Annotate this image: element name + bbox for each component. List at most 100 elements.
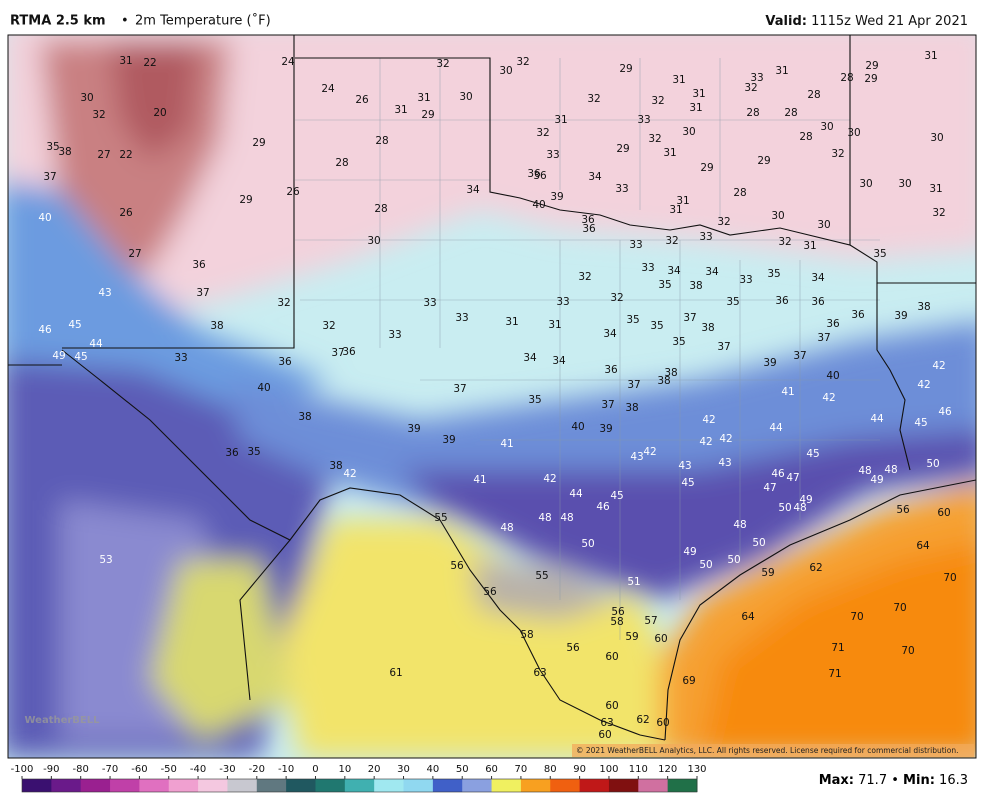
- temperature-label: 30: [898, 178, 911, 190]
- max-value: 71.7: [858, 773, 887, 788]
- temperature-label: 31: [672, 74, 685, 86]
- temperature-label: 45: [610, 490, 623, 502]
- temperature-label: 28: [335, 157, 348, 169]
- temperature-label: 38: [298, 411, 311, 423]
- header-separator: •: [121, 14, 129, 29]
- temperature-label: 38: [329, 460, 342, 472]
- temperature-label: 35: [626, 314, 639, 326]
- temperature-label: 33: [174, 352, 187, 364]
- temperature-label: 33: [615, 183, 628, 195]
- colorbar-swatch: [403, 779, 434, 792]
- temperature-label: 71: [828, 668, 841, 680]
- temperature-label: 37: [793, 350, 806, 362]
- temperature-label: 40: [257, 382, 270, 394]
- temperature-label: 30: [459, 91, 472, 103]
- colorbar-swatch: [462, 779, 493, 792]
- colorbar-swatch: [491, 779, 522, 792]
- temperature-label: 44: [870, 413, 884, 425]
- temperature-label: 29: [619, 63, 632, 75]
- temperature-label: 64: [916, 540, 930, 552]
- temperature-label: 42: [543, 473, 556, 485]
- temperature-label: 31: [548, 319, 561, 331]
- temperature-label: 43: [630, 451, 643, 463]
- temperature-label: 56: [566, 642, 580, 654]
- temperature-label: 34: [603, 328, 617, 340]
- temperature-label: 56: [483, 586, 497, 598]
- temperature-label: 42: [643, 446, 656, 458]
- temperature-label: 31: [554, 114, 567, 126]
- temperature-label: 32: [587, 93, 600, 105]
- colorbar-tick-label: -80: [73, 764, 89, 775]
- temperature-label: 39: [599, 423, 612, 435]
- temperature-label: 35: [46, 141, 59, 153]
- footer-stats: Max: 71.7 • Min: 16.3: [819, 773, 968, 788]
- footer-separator: •: [891, 773, 899, 788]
- temperature-label: 61: [389, 667, 402, 679]
- temperature-label: 33: [637, 114, 650, 126]
- colorbar-swatch: [550, 779, 581, 792]
- colorbar-tick-label: -70: [102, 764, 118, 775]
- temperature-label: 49: [683, 546, 696, 558]
- temperature-label: 60: [598, 729, 611, 741]
- temperature-label: 36: [582, 223, 596, 235]
- temperature-label: 31: [924, 50, 937, 62]
- temperature-label: 48: [538, 512, 551, 524]
- temperature-label: 48: [560, 512, 573, 524]
- temperature-label: 32: [778, 236, 791, 248]
- temperature-label: 30: [367, 235, 380, 247]
- temperature-label: 34: [667, 265, 681, 277]
- colorbar-frame: [21, 778, 698, 793]
- colorbar-tick-label: 30: [397, 764, 410, 775]
- temperature-label: 32: [277, 297, 290, 309]
- temperature-label: 34: [523, 352, 537, 364]
- temperature-label: 33: [546, 149, 559, 161]
- temperature-label: 37: [717, 341, 730, 353]
- temperature-label: 42: [917, 379, 930, 391]
- colorbar-tick-label: 110: [629, 764, 648, 775]
- temperature-label: 51: [627, 576, 640, 588]
- temperature-label: 37: [683, 312, 696, 324]
- temperature-label: 44: [769, 422, 783, 434]
- colorbar-tick-label: -20: [249, 764, 265, 775]
- temperature-label: 33: [388, 329, 401, 341]
- max-label: Max:: [819, 773, 854, 788]
- temperature-label: 62: [809, 562, 822, 574]
- temperature-field: [8, 35, 976, 758]
- temperature-label: 35: [873, 248, 886, 260]
- temperature-label: 29: [616, 143, 629, 155]
- min-value: 16.3: [939, 773, 968, 788]
- temperature-label: 26: [286, 186, 300, 198]
- temperature-label: 62: [636, 714, 649, 726]
- colorbar-tick-label: -10: [278, 764, 294, 775]
- temperature-label: 28: [799, 131, 812, 143]
- temperature-label: 35: [650, 320, 663, 332]
- temperature-label: 70: [850, 611, 863, 623]
- temperature-label: 28: [733, 187, 746, 199]
- temperature-label: 49: [799, 494, 812, 506]
- temperature-label: 40: [532, 199, 545, 211]
- temperature-label: 57: [644, 615, 657, 627]
- temperature-label: 70: [943, 572, 956, 584]
- header-field: 2m Temperature (˚F): [135, 13, 271, 29]
- temperature-label: 29: [421, 109, 434, 121]
- colorbar-swatch: [315, 779, 346, 792]
- temperature-label: 40: [826, 370, 839, 382]
- temperature-label: 37: [817, 332, 830, 344]
- temperature-label: 30: [80, 92, 93, 104]
- colorbar-swatch: [432, 779, 463, 792]
- temperature-label: 45: [914, 417, 927, 429]
- temperature-label: 35: [528, 394, 541, 406]
- temperature-label: 34: [552, 355, 566, 367]
- temperature-label: 33: [629, 239, 642, 251]
- temperature-label: 60: [605, 700, 618, 712]
- temperature-label: 38: [664, 367, 677, 379]
- temperature-label: 39: [407, 423, 420, 435]
- temperature-label: 37: [43, 171, 56, 183]
- temperature-label: 59: [625, 631, 638, 643]
- colorbar-swatch: [256, 779, 287, 792]
- temperature-label: 28: [807, 89, 820, 101]
- temperature-label: 34: [811, 272, 825, 284]
- temperature-label: 46: [771, 468, 785, 480]
- temperature-label: 29: [239, 194, 252, 206]
- temperature-label: 36: [192, 259, 206, 271]
